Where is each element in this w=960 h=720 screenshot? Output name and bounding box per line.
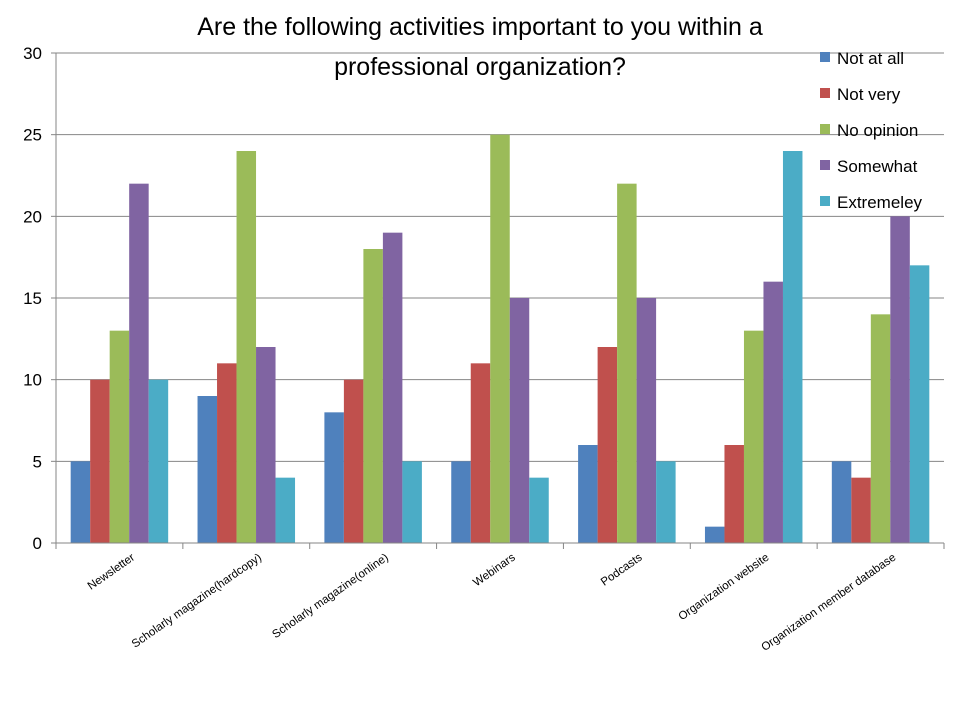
x-category-label: Organization website <box>677 552 772 623</box>
bar-extremeley <box>402 461 422 543</box>
bar-not-very <box>470 363 491 543</box>
legend-entry: Not at all <box>837 49 904 68</box>
bar-no-opinion <box>617 183 637 543</box>
x-category-label: Newsletter <box>86 552 138 593</box>
bar-somewhat <box>636 298 657 543</box>
bar-no-opinion <box>109 330 130 543</box>
bar-somewhat <box>890 216 910 544</box>
bar-not-very <box>90 379 110 543</box>
bar-not-at-all <box>70 461 91 543</box>
bar-not-very <box>217 363 237 543</box>
bar-not-at-all <box>831 461 852 543</box>
chart-title-line-2: professional organization? <box>334 53 626 81</box>
x-category-label: Scholarly magazine(hardcopy) <box>130 552 264 651</box>
bar-extremeley <box>656 461 676 543</box>
legend-swatch <box>820 160 830 170</box>
bar-not-very <box>597 347 618 543</box>
bar-not-at-all <box>197 396 218 543</box>
bar-somewhat <box>382 232 403 543</box>
bar-extremeley <box>529 477 549 543</box>
bar-not-very <box>724 445 744 543</box>
bar-somewhat <box>763 281 783 543</box>
x-category-label: Podcasts <box>599 551 645 588</box>
y-tick-label: 25 <box>23 126 42 145</box>
bar-not-at-all <box>324 412 344 543</box>
chart-title: Are the following activities important t… <box>197 13 763 81</box>
legend-swatch <box>820 196 830 206</box>
y-tick-label: 20 <box>23 207 42 226</box>
y-tick-label: 5 <box>33 452 42 471</box>
bar-no-opinion <box>363 249 383 543</box>
bar-extremeley <box>148 379 169 543</box>
legend-entry: No opinion <box>837 121 918 140</box>
legend-swatch <box>820 88 830 98</box>
y-tick-label: 0 <box>33 534 42 553</box>
bar-not-at-all <box>578 445 598 543</box>
legend-entry: Somewhat <box>837 157 918 176</box>
legend-swatch <box>820 124 830 134</box>
y-tick-label: 10 <box>23 371 42 390</box>
legend-entry: Not very <box>837 85 901 104</box>
legend-entry: Extremeley <box>837 193 923 212</box>
bar-not-very <box>851 477 871 543</box>
bars <box>70 134 930 544</box>
y-tick-label: 30 <box>23 44 42 63</box>
x-category-label: Webinars <box>471 551 518 589</box>
bar-no-opinion <box>490 134 510 543</box>
chart-title-line-1: Are the following activities important t… <box>197 13 763 41</box>
bar-somewhat <box>129 183 149 543</box>
y-tick-label: 15 <box>23 289 42 308</box>
x-category-label: Scholarly magazine(online) <box>270 552 391 641</box>
bar-not-at-all <box>704 526 725 543</box>
x-category-label: Organization member database <box>759 552 898 654</box>
bar-extremeley <box>782 151 803 543</box>
legend-swatch <box>820 52 830 62</box>
bar-no-opinion <box>870 314 891 543</box>
bar-extremeley <box>275 477 296 543</box>
legend: Not at all Not very No opinion Somewhat Extr… <box>820 49 923 212</box>
bar-not-very <box>343 379 364 543</box>
bar-not-at-all <box>451 461 471 543</box>
bar-no-opinion <box>743 330 764 543</box>
bar-no-opinion <box>236 151 257 543</box>
bar-somewhat <box>256 347 276 543</box>
bar-extremeley <box>909 265 930 543</box>
axes: 0 5 10 15 20 25 30 <box>23 44 945 553</box>
bar-somewhat <box>509 298 530 543</box>
